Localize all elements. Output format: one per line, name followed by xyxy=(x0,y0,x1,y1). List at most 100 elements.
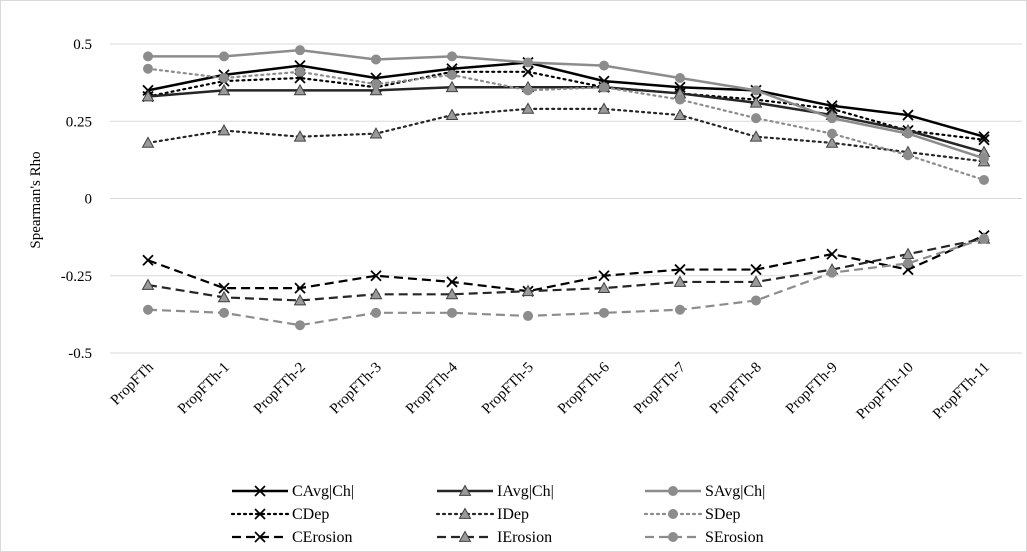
data-point xyxy=(447,69,457,80)
legend-label: CDep xyxy=(292,506,329,523)
data-point xyxy=(978,134,990,146)
x-tick-label: PropFTh-6 xyxy=(555,359,613,417)
legend-label: SDep xyxy=(705,506,741,523)
data-point xyxy=(751,85,761,96)
data-point xyxy=(446,276,458,288)
data-point xyxy=(979,174,989,185)
data-point xyxy=(827,128,837,139)
data-point xyxy=(218,282,230,294)
data-point xyxy=(750,263,762,276)
legend-item: SDep xyxy=(643,506,741,523)
data-point xyxy=(826,248,838,260)
data-point xyxy=(217,123,231,136)
legend-item: CAvg|Ch| xyxy=(232,483,354,500)
series-3 xyxy=(141,80,991,158)
y-tick-label: -0.5 xyxy=(68,346,92,362)
data-point xyxy=(979,153,989,164)
legend-label: SAvg|Ch| xyxy=(705,483,765,500)
series-0 xyxy=(142,56,990,143)
gridlines xyxy=(110,43,1022,354)
legend-marker xyxy=(458,530,472,542)
data-point xyxy=(217,83,231,96)
legend-marker xyxy=(254,508,266,520)
y-tick-label: -0.25 xyxy=(61,269,92,285)
data-point xyxy=(371,79,381,90)
data-point xyxy=(675,304,685,315)
data-point xyxy=(903,258,913,269)
data-point xyxy=(217,290,231,303)
data-point xyxy=(522,66,534,78)
data-point xyxy=(751,295,761,306)
series-lines xyxy=(141,45,991,331)
series-4 xyxy=(141,102,991,167)
data-point xyxy=(599,82,609,93)
data-point xyxy=(293,130,307,142)
data-point xyxy=(371,307,381,318)
legend-marker xyxy=(668,486,678,496)
data-point xyxy=(142,254,154,266)
series-line xyxy=(147,237,985,327)
legend-item: SErosion xyxy=(645,529,764,546)
data-point xyxy=(143,63,153,74)
legend-item: CDep xyxy=(230,506,329,523)
data-point xyxy=(141,278,155,290)
data-point xyxy=(369,127,383,139)
data-point xyxy=(445,80,459,93)
series-line xyxy=(147,237,985,302)
data-point xyxy=(523,85,533,96)
legend-item: IDep xyxy=(435,506,529,523)
x-tick-label: PropFTh-3 xyxy=(327,360,385,418)
legend-label: IAvg|Ch| xyxy=(497,483,554,500)
legend-marker xyxy=(458,507,472,519)
series-1 xyxy=(142,66,990,146)
legend-marker xyxy=(668,532,678,542)
x-tick-label: PropFTh-8 xyxy=(707,360,765,418)
data-point xyxy=(293,293,307,306)
data-point xyxy=(675,72,685,83)
y-axis-label: Spearman's Rho xyxy=(28,151,44,248)
x-tick-labels: PropFTh PropFTh-1 PropFTh-2 PropFTh-3 PropFT… xyxy=(108,359,993,423)
data-point xyxy=(141,136,155,148)
data-point xyxy=(447,307,457,318)
data-point xyxy=(901,247,915,260)
data-point xyxy=(294,282,306,294)
data-point xyxy=(369,83,383,96)
legend-marker xyxy=(668,509,678,519)
legend-item: IErosion xyxy=(437,529,552,546)
data-point xyxy=(295,320,305,331)
series-line xyxy=(147,86,985,154)
data-point xyxy=(597,102,611,114)
data-point xyxy=(143,304,153,315)
data-point xyxy=(674,263,686,276)
data-point xyxy=(599,307,609,318)
data-point xyxy=(141,90,155,102)
data-point xyxy=(447,51,457,62)
data-point xyxy=(827,113,837,124)
series-6 xyxy=(143,45,989,164)
series-line xyxy=(146,70,986,141)
data-point xyxy=(673,108,687,120)
data-point xyxy=(523,310,533,321)
data-point xyxy=(369,287,383,300)
data-point xyxy=(826,100,838,112)
data-point xyxy=(825,136,839,148)
legend-label: IErosion xyxy=(497,529,552,546)
legend-item: IAvg|Ch| xyxy=(437,483,554,500)
legend-item: SAvg|Ch| xyxy=(645,483,765,500)
legend-label: CErosion xyxy=(292,529,352,546)
series-8 xyxy=(143,233,989,331)
data-point xyxy=(293,83,307,96)
data-point xyxy=(598,270,610,282)
data-point xyxy=(673,275,687,287)
data-point xyxy=(370,270,382,282)
data-point xyxy=(599,60,609,71)
x-tick-label: PropFTh xyxy=(108,359,157,408)
y-tick-label: 0.5 xyxy=(73,37,92,53)
x-tick-label: PropFTh-11 xyxy=(930,360,993,423)
data-point xyxy=(219,307,229,318)
x-tick-label: PropFTh-7 xyxy=(631,359,689,417)
data-point xyxy=(295,45,305,56)
data-point xyxy=(219,51,229,62)
legend-item: CErosion xyxy=(232,529,352,546)
series-line xyxy=(148,48,985,160)
